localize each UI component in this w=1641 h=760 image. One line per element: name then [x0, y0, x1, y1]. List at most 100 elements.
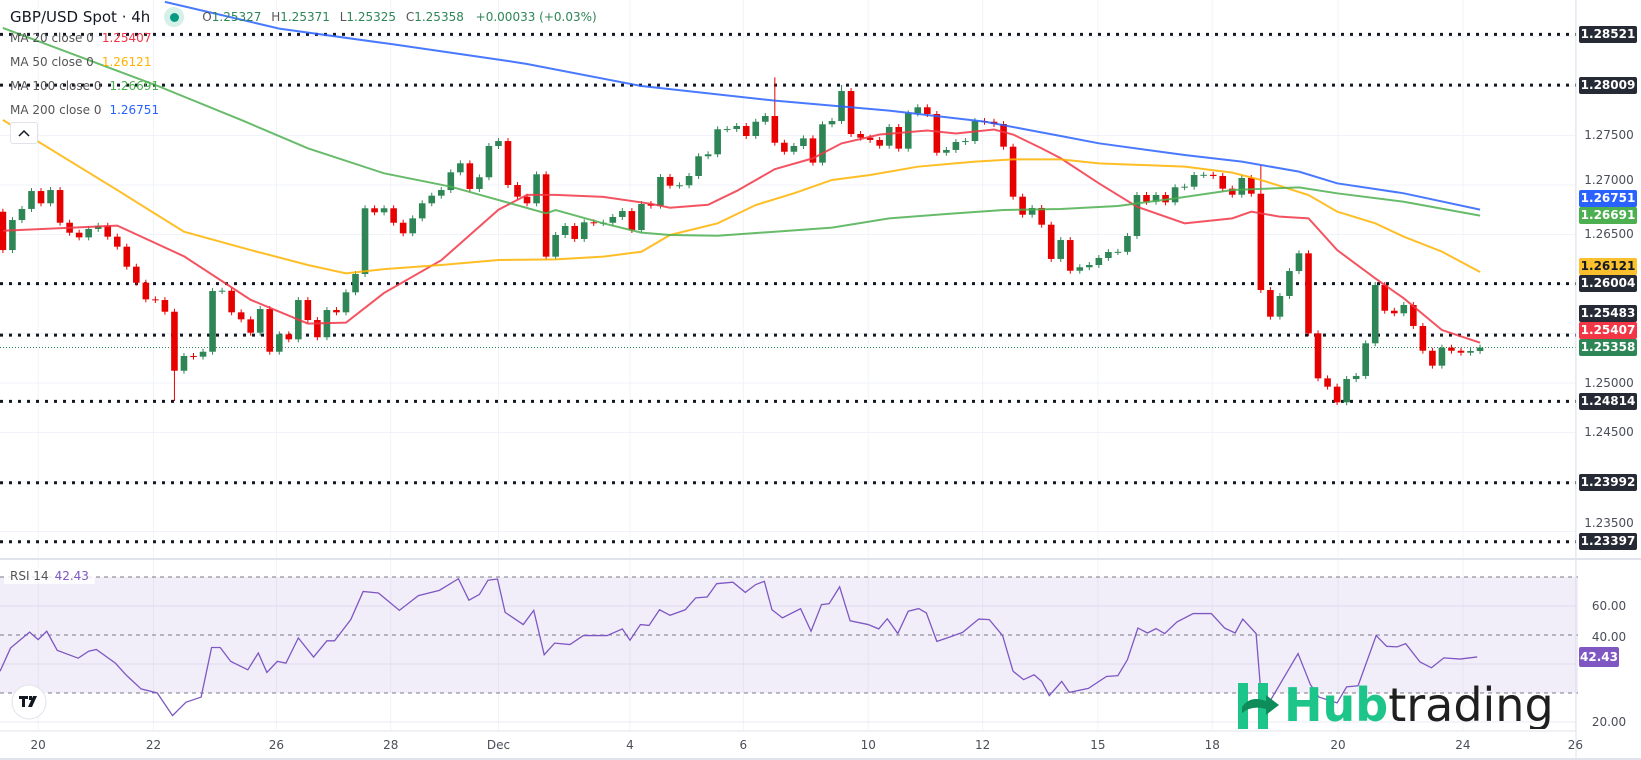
candle	[819, 121, 826, 166]
candle-body	[1267, 290, 1274, 317]
price-badge-last: 1.25358	[1579, 339, 1637, 357]
candle	[1028, 204, 1036, 218]
candle	[37, 188, 45, 207]
candle	[723, 126, 731, 133]
candle-body	[895, 126, 903, 149]
candle	[209, 288, 216, 355]
candle	[885, 124, 893, 149]
candle	[828, 118, 836, 128]
candle	[1171, 184, 1179, 206]
candle	[1181, 183, 1188, 191]
candle-body	[1457, 350, 1465, 353]
candle	[561, 223, 569, 238]
candle-body	[190, 355, 197, 357]
candle	[247, 316, 254, 336]
candle-body	[628, 211, 636, 231]
candle-body	[304, 300, 312, 321]
candle-body	[1476, 347, 1484, 352]
candle	[1152, 192, 1160, 205]
candle	[1209, 171, 1217, 179]
candle	[504, 138, 512, 188]
price-badge-ma50: 1.26121	[1579, 258, 1637, 276]
indicator-legend-ma200[interactable]: MA 200 close 0 1.26751	[10, 103, 159, 117]
close-value: 1.25358	[414, 10, 464, 24]
candle-body	[885, 126, 893, 146]
candle-body	[1238, 177, 1246, 195]
ohlc-values: O1.25327 H1.25371 L1.25325 C1.25358 +0.0…	[196, 10, 596, 24]
ma50-line	[2, 119, 1481, 275]
candle-body	[685, 175, 693, 186]
candle	[457, 160, 464, 176]
rsi-legend[interactable]: RSI 14 42.43	[4, 568, 95, 584]
candle-body	[428, 195, 436, 204]
candle	[752, 118, 760, 139]
candle-body	[1438, 347, 1446, 366]
candle	[790, 143, 798, 155]
time-tick-label: 26	[1567, 738, 1583, 752]
high-value: 1.25371	[280, 10, 330, 24]
candle	[161, 297, 169, 315]
rsi-tick-label: 40.00	[1591, 629, 1627, 644]
ma20-line	[2, 128, 1481, 344]
candle	[190, 353, 197, 360]
market-status-icon[interactable]	[164, 7, 185, 27]
candle-body	[580, 222, 588, 239]
candle-body	[123, 246, 131, 267]
indicator-legend-ma100[interactable]: MA 100 close 0 1.26691	[10, 79, 159, 93]
candle	[1324, 375, 1331, 390]
candle-body	[352, 274, 359, 293]
candle-body	[1228, 188, 1236, 195]
candlestick-series	[0, 77, 1484, 406]
candle-body	[666, 176, 674, 186]
candle	[676, 182, 683, 189]
candle-body	[1181, 186, 1188, 188]
candle-body	[1286, 271, 1293, 296]
candle-body	[1448, 347, 1455, 351]
candle	[418, 200, 426, 222]
moving-average-lines	[2, 0, 1481, 344]
candle	[628, 208, 636, 234]
candle	[1352, 373, 1360, 383]
candle	[180, 353, 188, 374]
candle-body	[314, 320, 321, 338]
candle	[371, 205, 378, 216]
candle-body	[1324, 378, 1331, 387]
candle-body	[447, 172, 455, 191]
symbol-title[interactable]: GBP/USD Spot · 4h	[10, 8, 151, 26]
candle-body	[1086, 264, 1093, 268]
candle	[1476, 344, 1484, 354]
candle-body	[561, 225, 569, 235]
candle-body	[228, 290, 235, 313]
candle-body	[1105, 252, 1112, 258]
candle	[437, 187, 445, 199]
candle	[113, 233, 121, 250]
candle	[399, 219, 407, 237]
candle-body	[828, 121, 836, 125]
candle-body	[113, 236, 121, 247]
candle-body	[1143, 194, 1150, 202]
candle	[152, 296, 159, 304]
candle-body	[781, 142, 788, 152]
collapse-legend-button[interactable]	[10, 122, 38, 144]
candle	[314, 317, 321, 341]
candle	[1467, 348, 1474, 356]
candle-body	[180, 355, 188, 371]
candle	[666, 174, 674, 189]
time-tick-label: 26	[268, 738, 285, 752]
indicator-legend-ma50[interactable]: MA 50 close 0 1.26121	[10, 55, 151, 69]
candle-body	[1381, 284, 1389, 311]
indicator-legend-ma20[interactable]: MA 20 close 0 1.25407	[10, 31, 151, 45]
candle-body	[485, 145, 493, 178]
candle	[275, 331, 283, 355]
candle	[466, 160, 474, 192]
rsi-series	[0, 577, 1478, 717]
tradingview-logo-icon[interactable]	[11, 684, 47, 720]
candle-body	[1390, 310, 1398, 314]
candle	[1390, 307, 1398, 317]
candle-body	[457, 163, 464, 173]
candle	[495, 138, 502, 149]
candle	[742, 123, 750, 139]
candle	[1295, 250, 1303, 275]
price-tick-label: 1.24500	[1584, 425, 1634, 439]
